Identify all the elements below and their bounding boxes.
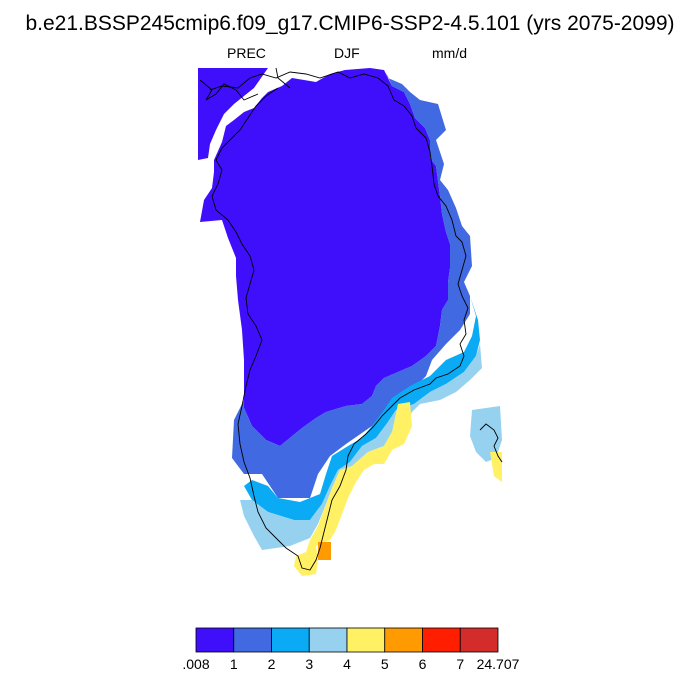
- colorbar-tick-label: 3: [305, 656, 314, 672]
- colorbar-tick-label: 24.707: [476, 656, 520, 672]
- coastline-north: [199, 67, 291, 101]
- coastline-island: [479, 423, 503, 463]
- variable-label: PREC: [227, 45, 266, 61]
- colorbar-tick-label: 6: [418, 656, 427, 672]
- precip-region-class5-island: [490, 452, 502, 482]
- colorbar-box-6: [422, 627, 461, 653]
- colorbar-tick-label: 1: [229, 656, 238, 672]
- colorbar-box-1: [233, 627, 272, 653]
- plot-title: b.e21.BSSP245cmip6.f09_g17.CMIP6-SSP2-4.…: [25, 12, 675, 35]
- precip-region-class6: [318, 542, 331, 560]
- colorbar-tick-label: 7: [456, 656, 465, 672]
- precip-region-island: [470, 406, 502, 462]
- colorbar-tick-label: 2: [267, 656, 276, 672]
- colorbar-box-5: [384, 627, 423, 653]
- units-label: mm/d: [432, 45, 467, 61]
- precip-region-class3: [244, 296, 480, 520]
- precip-region-lowest: [200, 68, 450, 446]
- colorbar-box-7: [459, 627, 499, 653]
- precip-region-class4: [240, 344, 482, 550]
- colorbar-box-4: [346, 627, 386, 653]
- colorbar-tick-label: 4: [343, 656, 351, 672]
- colorbar-box-0: [195, 627, 235, 653]
- colorbar-box-2: [271, 627, 310, 653]
- season-label: DJF: [334, 45, 360, 61]
- colorbar-tick-label: 5: [380, 656, 389, 672]
- precip-region-class2: [232, 72, 472, 498]
- coastline: [209, 71, 469, 571]
- colorbar-box-3: [308, 627, 348, 653]
- precip-region-lowest-fragment: [198, 68, 268, 160]
- colorbar: [195, 627, 499, 653]
- colorbar-tick-label: .008: [182, 656, 210, 672]
